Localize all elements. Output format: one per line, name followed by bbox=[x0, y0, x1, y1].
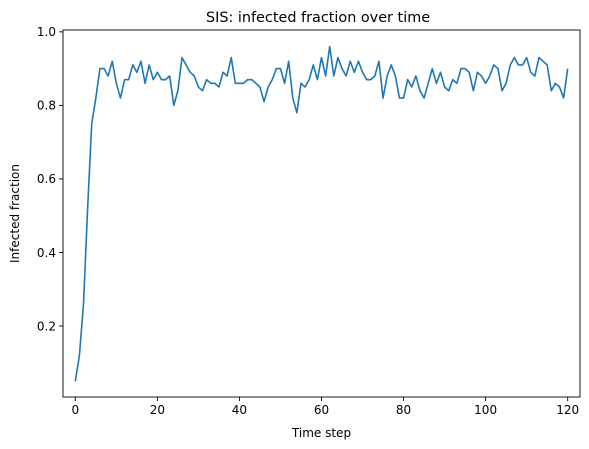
x-tick-label: 20 bbox=[150, 403, 165, 417]
chart-title: SIS: infected fraction over time bbox=[206, 10, 430, 26]
x-tick-label: 0 bbox=[71, 403, 79, 417]
x-tick-label: 100 bbox=[474, 403, 497, 417]
y-tick-label: 0.6 bbox=[37, 172, 56, 186]
y-axis-label: Infected fraction bbox=[8, 164, 22, 263]
y-tick-label: 0.2 bbox=[37, 319, 56, 333]
y-tick-label: 0.4 bbox=[37, 246, 56, 260]
x-tick-label: 80 bbox=[396, 403, 411, 417]
x-axis: 0 20 40 60 80 100 120 bbox=[71, 397, 579, 417]
y-tick-label: 1.0 bbox=[37, 25, 56, 39]
x-tick-label: 40 bbox=[232, 403, 247, 417]
x-axis-label: Time step bbox=[291, 426, 351, 440]
x-tick-label: 60 bbox=[314, 403, 329, 417]
plot-series bbox=[74, 45, 569, 382]
series-line-1 bbox=[74, 45, 569, 382]
y-tick-label: 0.8 bbox=[37, 99, 56, 113]
x-tick-label: 120 bbox=[556, 403, 579, 417]
y-axis: 0.2 0.4 0.6 0.8 1.0 bbox=[37, 25, 63, 333]
